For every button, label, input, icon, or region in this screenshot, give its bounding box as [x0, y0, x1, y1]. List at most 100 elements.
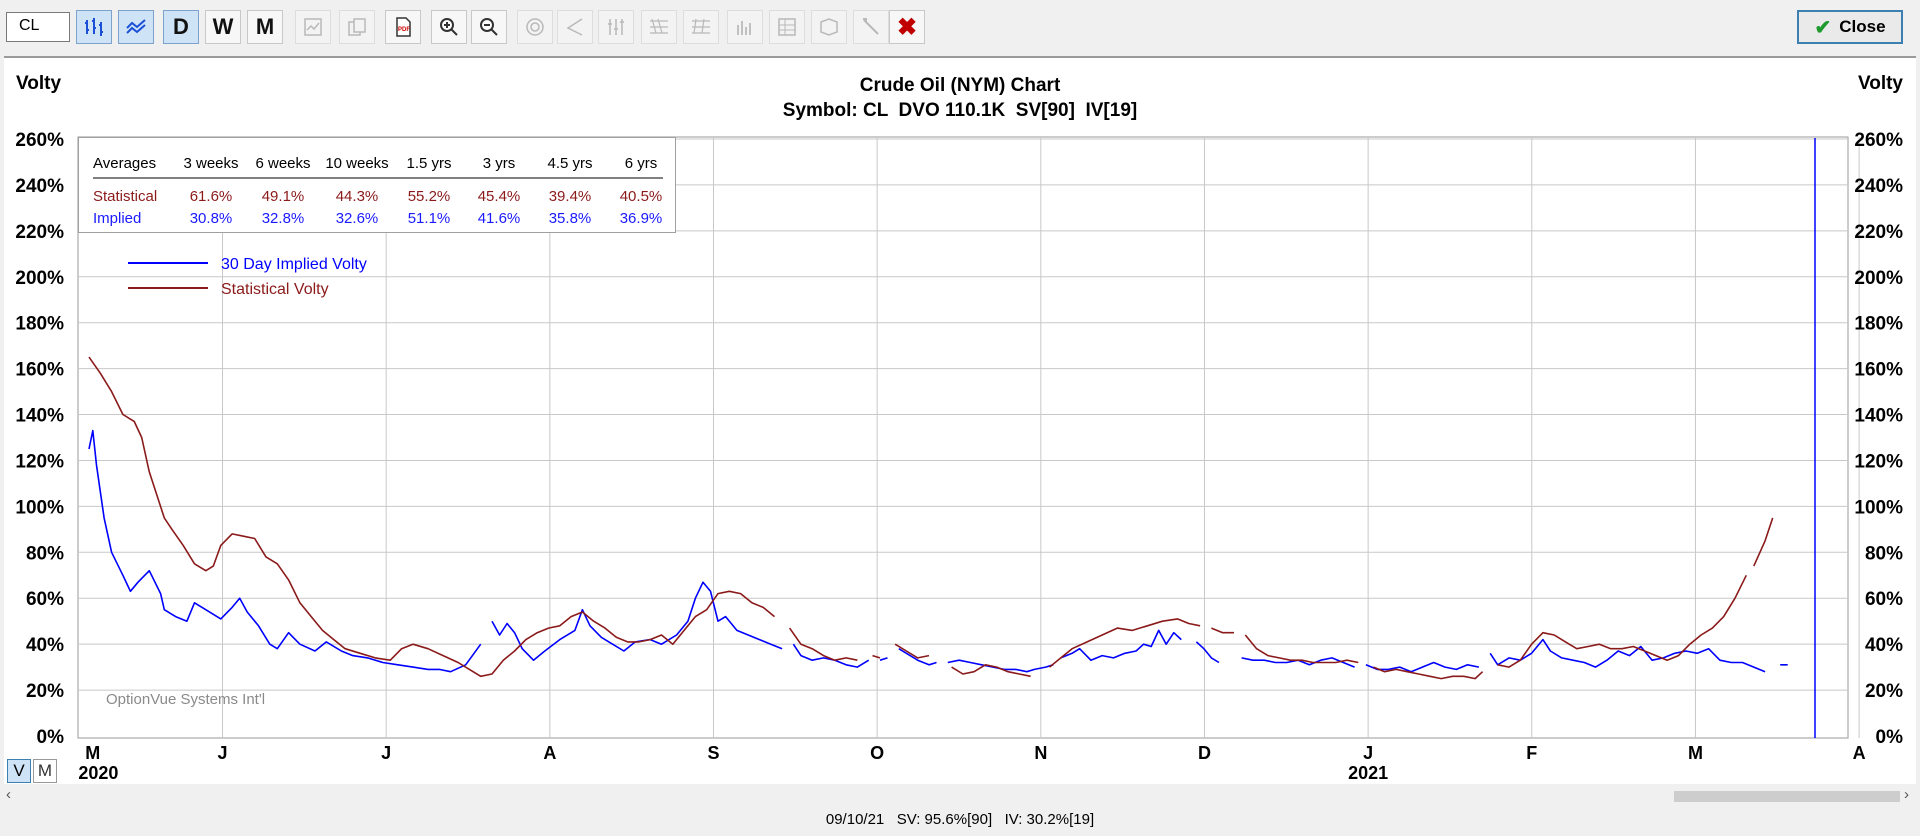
volume-icon — [737, 21, 751, 35]
weekly-button[interactable]: W — [205, 10, 241, 44]
pdf-icon: PDF — [396, 17, 411, 37]
status-text: 09/10/21 SV: 95.6%[90] IV: 30.2%[19] — [825, 811, 1095, 828]
line-chart-icon — [126, 19, 146, 34]
sliders-button[interactable] — [598, 10, 634, 44]
y-tick-label-right: 60% — [1865, 589, 1903, 610]
grid-layer — [77, 136, 1860, 739]
y-tick-label-right: 140% — [1854, 406, 1903, 427]
table-cell: 44.3% — [336, 188, 379, 205]
sliders-icon — [608, 19, 624, 35]
y-tick-label-left: 20% — [26, 681, 64, 702]
copy-button[interactable] — [339, 10, 375, 44]
pdf-button[interactable]: PDF — [385, 10, 421, 44]
volume-button[interactable] — [727, 10, 763, 44]
zoom-out-button[interactable] — [471, 10, 507, 44]
svg-text:PDF: PDF — [398, 27, 410, 33]
table-cell: 30.8% — [190, 210, 233, 227]
zoom-out-icon — [480, 18, 498, 36]
copy-icon — [348, 18, 366, 36]
volatility-view-button[interactable]: V — [7, 759, 31, 783]
series-layer — [88, 356, 1788, 680]
line-chart-button[interactable] — [118, 10, 154, 44]
y-tick-label-right: 160% — [1854, 360, 1903, 381]
x-tick-label: J — [1363, 743, 1373, 763]
pencil-button[interactable] — [853, 10, 889, 44]
bar-chart-button[interactable] — [76, 10, 112, 44]
bar-chart-icon — [85, 18, 103, 36]
daily-button[interactable]: D — [163, 10, 199, 44]
axis-layer: 0% 0% 20% 20% 40% 40% 60% 60% 80% 80% 100% 100% 120%… — [15, 130, 1904, 783]
y-tick-label-right: 100% — [1854, 497, 1903, 518]
scrollbar-thumb[interactable] — [1674, 791, 1900, 802]
y-tick-label-left: 40% — [26, 635, 64, 656]
market-view-button[interactable]: M — [33, 759, 57, 783]
x-tick-label: A — [1853, 743, 1866, 763]
zoom-in-button[interactable] — [431, 10, 467, 44]
y-tick-label-right: 0% — [1876, 727, 1904, 748]
legend: 30 Day Implied Volty Statistical Volty — [128, 256, 367, 298]
table-cell: 55.2% — [408, 188, 451, 205]
grid-alt-button[interactable] — [683, 10, 719, 44]
chart-subtitle: Symbol: CL DVO 110.1K SV[90] IV[19] — [783, 100, 1137, 121]
grid-button[interactable] — [641, 10, 677, 44]
scroll-right-icon[interactable]: › — [1904, 786, 1909, 803]
table-cell: 39.4% — [549, 188, 592, 205]
table-header: 3 yrs — [483, 155, 516, 172]
symbol-input[interactable]: CL — [6, 12, 70, 42]
close-button[interactable]: ✔ Close — [1797, 10, 1903, 44]
x-tick-label: M — [85, 743, 100, 763]
x-tick-label: J — [218, 743, 228, 763]
table-cell: 32.6% — [336, 210, 379, 227]
angle-button[interactable] — [557, 10, 593, 44]
toolbar: CL D W M PDF — [0, 0, 1920, 54]
study-button[interactable] — [295, 10, 331, 44]
indicator-icon — [304, 18, 322, 36]
table-cell: 35.8% — [549, 210, 592, 227]
y-tick-label-left: 100% — [15, 497, 64, 518]
delete-icon: ✖ — [896, 13, 918, 41]
table-cell: 41.6% — [478, 210, 521, 227]
target-button[interactable] — [517, 10, 553, 44]
y-tick-label-left: 260% — [15, 130, 64, 151]
row-label-implied: Implied — [93, 210, 141, 227]
legend-label-statistical: Statistical Volty — [221, 281, 329, 298]
table-cell: 51.1% — [408, 210, 451, 227]
grid-icon — [650, 18, 668, 34]
table-icon — [778, 18, 796, 36]
y-tick-label-right: 180% — [1854, 314, 1903, 335]
monthly-button[interactable]: M — [247, 10, 283, 44]
y-tick-label-left: 140% — [15, 406, 64, 427]
chart-title: Crude Oil (NYM) Chart — [860, 75, 1061, 96]
zoom-in-icon — [440, 18, 458, 36]
scroll-left-icon[interactable]: ‹ — [6, 786, 11, 803]
table-header: 10 weeks — [325, 155, 388, 172]
left-axis-label: Volty — [16, 73, 61, 94]
y-tick-label-left: 120% — [15, 451, 64, 472]
y-tick-label-right: 220% — [1854, 222, 1903, 243]
table-header: 6 weeks — [255, 155, 310, 172]
table-header: 4.5 yrs — [547, 155, 592, 172]
x-tick-label: N — [1034, 743, 1047, 763]
x-year-label: 2021 — [1348, 763, 1388, 783]
delete-button[interactable]: ✖ — [889, 10, 925, 44]
volatility-chart: 0% 0% 20% 20% 40% 40% 60% 60% 80% 80% 100% 100% 120%… — [15, 73, 1904, 783]
y-tick-label-left: 80% — [26, 543, 64, 564]
plot-frame — [77, 136, 1849, 739]
table-button[interactable] — [769, 10, 805, 44]
y-tick-label-left: 60% — [26, 589, 64, 610]
averages-table-grid: Averages 3 weeks 6 weeks 10 weeks 1.5 yr… — [93, 155, 663, 227]
watermark: OptionVue Systems Int'l — [106, 691, 265, 708]
table-header-averages: Averages — [93, 155, 156, 172]
x-year-label: 2020 — [78, 763, 118, 783]
x-tick-label: J — [381, 743, 391, 763]
table-cell: 45.4% — [478, 188, 521, 205]
right-axis-label: Volty — [1858, 73, 1903, 94]
table-cell: 36.9% — [620, 210, 663, 227]
pencil-icon — [863, 18, 879, 35]
draw-icon — [820, 18, 838, 36]
table-header: 3 weeks — [183, 155, 238, 172]
averages-table: Averages 3 weeks 6 weeks 10 weeks 1.5 yr… — [78, 137, 676, 233]
x-tick-label: M — [1688, 743, 1703, 763]
draw-button[interactable] — [811, 10, 847, 44]
horizontal-scrollbar[interactable]: ‹ › — [0, 786, 1920, 806]
